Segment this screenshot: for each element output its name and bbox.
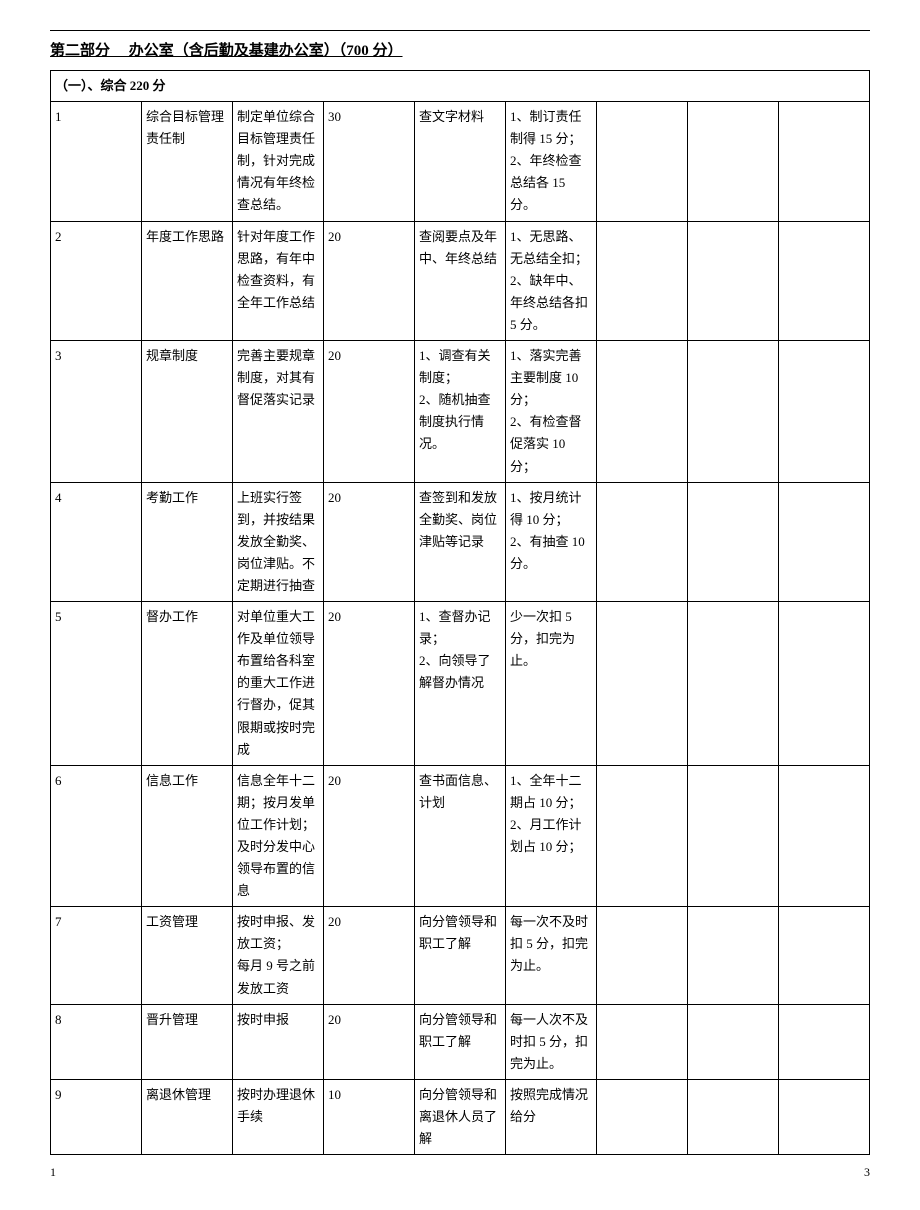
subsection-header: （一）、综合 220 分 bbox=[51, 71, 870, 102]
row-empty bbox=[688, 907, 779, 1004]
row-desc: 按时申报、发放工资；每月 9 号之前发放工资 bbox=[233, 907, 324, 1004]
row-empty bbox=[688, 765, 779, 907]
row-item: 督办工作 bbox=[142, 602, 233, 766]
row-empty bbox=[779, 765, 870, 907]
row-desc: 针对年度工作思路，有年中检查资料，有全年工作总结 bbox=[233, 221, 324, 340]
row-empty bbox=[779, 602, 870, 766]
row-empty bbox=[779, 482, 870, 601]
section-title: 第二部分 办公室（含后勤及基建办公室）（700 分） bbox=[50, 39, 870, 60]
row-number: 9 bbox=[51, 1079, 142, 1154]
row-empty bbox=[779, 102, 870, 221]
row-item: 晋升管理 bbox=[142, 1004, 233, 1079]
table-row: 6信息工作信息全年十二期；按月发单位工作计划；及时分发中心领导布置的信息20查书… bbox=[51, 765, 870, 907]
top-rule bbox=[50, 30, 870, 31]
table-row: 3规章制度完善主要规章制度，对其有督促落实记录201、调查有关制度；2、随机抽查… bbox=[51, 341, 870, 483]
row-number: 7 bbox=[51, 907, 142, 1004]
table-row: 5督办工作对单位重大工作及单位领导布置给各科室的重大工作进行督办，促其限期或按时… bbox=[51, 602, 870, 766]
row-item: 年度工作思路 bbox=[142, 221, 233, 340]
row-desc: 完善主要规章制度，对其有督促落实记录 bbox=[233, 341, 324, 483]
row-empty bbox=[597, 1004, 688, 1079]
row-item: 离退休管理 bbox=[142, 1079, 233, 1154]
row-standard: 1、无思路、无总结全扣；2、缺年中、年终总结各扣 5 分。 bbox=[506, 221, 597, 340]
row-standard: 每一次不及时扣 5 分，扣完为止。 bbox=[506, 907, 597, 1004]
row-empty bbox=[688, 482, 779, 601]
row-empty bbox=[688, 1004, 779, 1079]
row-empty bbox=[597, 1079, 688, 1154]
row-score: 10 bbox=[324, 1079, 415, 1154]
row-empty bbox=[779, 1079, 870, 1154]
row-item: 规章制度 bbox=[142, 341, 233, 483]
row-empty bbox=[597, 102, 688, 221]
assessment-table: （一）、综合 220 分 1综合目标管理责任制制定单位综合目标管理责任制，针对完… bbox=[50, 70, 870, 1155]
row-desc: 对单位重大工作及单位领导布置给各科室的重大工作进行督办，促其限期或按时完成 bbox=[233, 602, 324, 766]
row-standard: 1、按月统计得 10 分；2、有抽查 10 分。 bbox=[506, 482, 597, 601]
row-item: 工资管理 bbox=[142, 907, 233, 1004]
row-number: 5 bbox=[51, 602, 142, 766]
row-item: 综合目标管理责任制 bbox=[142, 102, 233, 221]
row-number: 4 bbox=[51, 482, 142, 601]
row-standard: 每一人次不及时扣 5 分，扣完为止。 bbox=[506, 1004, 597, 1079]
row-number: 6 bbox=[51, 765, 142, 907]
row-score: 20 bbox=[324, 1004, 415, 1079]
row-empty bbox=[597, 482, 688, 601]
row-score: 20 bbox=[324, 341, 415, 483]
row-standard: 少一次扣 5 分，扣完为止。 bbox=[506, 602, 597, 766]
footer-left: 1 bbox=[50, 1165, 56, 1180]
footer-right: 3 bbox=[864, 1165, 870, 1180]
row-empty bbox=[597, 221, 688, 340]
row-empty bbox=[688, 341, 779, 483]
row-standard: 1、落实完善主要制度 10 分；2、有检查督促落实 10 分； bbox=[506, 341, 597, 483]
row-standard: 按照完成情况给分 bbox=[506, 1079, 597, 1154]
row-check: 向分管领导和职工了解 bbox=[415, 907, 506, 1004]
row-empty bbox=[779, 1004, 870, 1079]
row-check: 查阅要点及年中、年终总结 bbox=[415, 221, 506, 340]
row-score: 20 bbox=[324, 482, 415, 601]
row-check: 查签到和发放全勤奖、岗位津贴等记录 bbox=[415, 482, 506, 601]
row-check: 查文字材料 bbox=[415, 102, 506, 221]
row-number: 8 bbox=[51, 1004, 142, 1079]
table-row: 8晋升管理按时申报20向分管领导和职工了解每一人次不及时扣 5 分，扣完为止。 bbox=[51, 1004, 870, 1079]
row-desc: 制定单位综合目标管理责任制，针对完成情况有年终检查总结。 bbox=[233, 102, 324, 221]
row-empty bbox=[688, 602, 779, 766]
row-score: 20 bbox=[324, 765, 415, 907]
row-item: 信息工作 bbox=[142, 765, 233, 907]
row-empty bbox=[597, 602, 688, 766]
table-row: 9离退休管理按时办理退休手续10向分管领导和离退休人员了解按照完成情况给分 bbox=[51, 1079, 870, 1154]
row-score: 20 bbox=[324, 602, 415, 766]
row-empty bbox=[597, 341, 688, 483]
row-check: 向分管领导和职工了解 bbox=[415, 1004, 506, 1079]
row-empty bbox=[597, 907, 688, 1004]
row-empty bbox=[688, 221, 779, 340]
row-desc: 上班实行签到，并按结果发放全勤奖、岗位津贴。不定期进行抽查 bbox=[233, 482, 324, 601]
page-footer: 1 3 bbox=[50, 1165, 870, 1180]
table-row: 1综合目标管理责任制制定单位综合目标管理责任制，针对完成情况有年终检查总结。30… bbox=[51, 102, 870, 221]
row-score: 20 bbox=[324, 221, 415, 340]
row-desc: 按时办理退休手续 bbox=[233, 1079, 324, 1154]
row-check: 1、调查有关制度；2、随机抽查制度执行情况。 bbox=[415, 341, 506, 483]
row-number: 3 bbox=[51, 341, 142, 483]
table-row: 7工资管理按时申报、发放工资；每月 9 号之前发放工资20向分管领导和职工了解每… bbox=[51, 907, 870, 1004]
row-check: 查书面信息、计划 bbox=[415, 765, 506, 907]
row-standard: 1、制订责任制得 15 分；2、年终检查总结各 15 分。 bbox=[506, 102, 597, 221]
row-empty bbox=[779, 341, 870, 483]
row-number: 2 bbox=[51, 221, 142, 340]
row-score: 20 bbox=[324, 907, 415, 1004]
row-desc: 按时申报 bbox=[233, 1004, 324, 1079]
row-check: 向分管领导和离退休人员了解 bbox=[415, 1079, 506, 1154]
row-empty bbox=[688, 1079, 779, 1154]
row-score: 30 bbox=[324, 102, 415, 221]
row-standard: 1、全年十二期占 10 分；2、月工作计划占 10 分； bbox=[506, 765, 597, 907]
row-empty bbox=[779, 907, 870, 1004]
row-check: 1、查督办记录；2、向领导了解督办情况 bbox=[415, 602, 506, 766]
row-empty bbox=[597, 765, 688, 907]
row-desc: 信息全年十二期；按月发单位工作计划；及时分发中心领导布置的信息 bbox=[233, 765, 324, 907]
table-row: 2年度工作思路针对年度工作思路，有年中检查资料，有全年工作总结20查阅要点及年中… bbox=[51, 221, 870, 340]
row-item: 考勤工作 bbox=[142, 482, 233, 601]
row-empty bbox=[779, 221, 870, 340]
row-empty bbox=[688, 102, 779, 221]
table-row: 4考勤工作上班实行签到，并按结果发放全勤奖、岗位津贴。不定期进行抽查20查签到和… bbox=[51, 482, 870, 601]
row-number: 1 bbox=[51, 102, 142, 221]
